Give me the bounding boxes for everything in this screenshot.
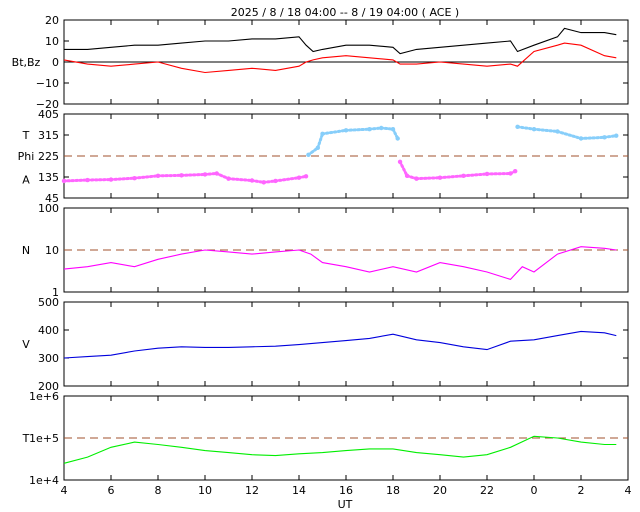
phi-point-run [462, 172, 489, 178]
y-tick-label: 225 [38, 150, 59, 163]
phi-point-run [509, 169, 517, 175]
phi-point-run [109, 176, 136, 182]
phi-point-run [415, 176, 442, 181]
phi-point-run [297, 174, 308, 180]
y-tick-label: 1e+6 [29, 390, 59, 403]
x-tick-label: 4 [61, 484, 68, 497]
theta-point-run [516, 125, 536, 131]
bt-series-line [64, 27, 617, 55]
y-tick-label: 1e+5 [29, 432, 59, 445]
phi-point-run [227, 177, 254, 182]
phi-point-run [215, 172, 230, 181]
theta-point-run [391, 127, 400, 140]
bz-series-line [63, 42, 617, 74]
y-axis-label: Bt,Bz [12, 56, 41, 69]
chart-title: 2025 / 8 / 18 04:00 -- 8 / 19 04:00 ( AC… [231, 6, 459, 19]
y-tick-label: 10 [45, 244, 59, 257]
theta-point-run [316, 132, 324, 150]
theta-point-run [579, 135, 606, 140]
y-tick-label: 400 [38, 324, 59, 337]
y-tick-label: 20 [45, 14, 59, 27]
x-tick-label: 4 [625, 484, 632, 497]
x-tick-label: 22 [480, 484, 494, 497]
y-axis-label: V [22, 338, 30, 351]
y-tick-label: −10 [36, 77, 59, 90]
y-tick-label: 1 [52, 286, 59, 299]
y-tick-label: 200 [38, 380, 59, 393]
phi-point-run [438, 174, 465, 180]
x-tick-label: 20 [433, 484, 447, 497]
y-tick-label: 0 [52, 56, 59, 69]
y-tick-label: −20 [36, 98, 59, 111]
theta-point-run [344, 127, 371, 132]
phi-point-run [274, 176, 301, 183]
y-axis-label: N [22, 244, 30, 257]
temperature-series-line [63, 435, 617, 464]
y-tick-label: 1e+4 [29, 474, 59, 487]
phi-point-run [250, 179, 266, 184]
phi-point-run [398, 160, 409, 178]
theta-point-run [368, 126, 383, 131]
y-tick-label: 100 [38, 202, 59, 215]
x-tick-label: 18 [386, 484, 400, 497]
y-tick-label: 500 [38, 296, 59, 309]
x-tick-label: 0 [531, 484, 538, 497]
speed-series-line [63, 330, 617, 359]
y-tick-label: 10 [45, 35, 59, 48]
panel-frame-4 [63, 301, 629, 387]
theta-point-run [306, 146, 320, 157]
y-axis-label: T [22, 432, 30, 445]
x-tick-label: 2 [578, 484, 585, 497]
y-tick-label: 135 [38, 171, 59, 184]
y-tick-label: 45 [45, 192, 59, 205]
phi-point-run [62, 178, 89, 183]
x-axis-label: UT [338, 498, 353, 511]
phi-point-run [405, 174, 418, 181]
y-tick-label: 300 [38, 352, 59, 365]
y-tick-label: 315 [38, 129, 59, 142]
x-tick-label: 12 [245, 484, 259, 497]
theta-point-run [603, 134, 618, 139]
theta-point-run [379, 126, 395, 131]
y-axis-label-angle: A [22, 174, 30, 187]
x-tick-label: 8 [155, 484, 162, 497]
theta-point-run [532, 127, 559, 133]
x-tick-label: 14 [292, 484, 306, 497]
theta-point-run [321, 128, 348, 136]
x-tick-label: 16 [339, 484, 353, 497]
x-tick-label: 10 [198, 484, 212, 497]
y-axis-label-phi: Phi [18, 150, 35, 163]
phi-point-run [180, 172, 207, 177]
y-tick-label: 405 [38, 108, 59, 121]
phi-point-run [262, 179, 277, 184]
density-series-line [63, 246, 617, 281]
y-axis-label-theta: T [22, 129, 30, 142]
phi-point-run [203, 172, 219, 176]
x-tick-label: 6 [108, 484, 115, 497]
theta-point-run [556, 130, 583, 140]
phi-point-run [133, 174, 160, 180]
